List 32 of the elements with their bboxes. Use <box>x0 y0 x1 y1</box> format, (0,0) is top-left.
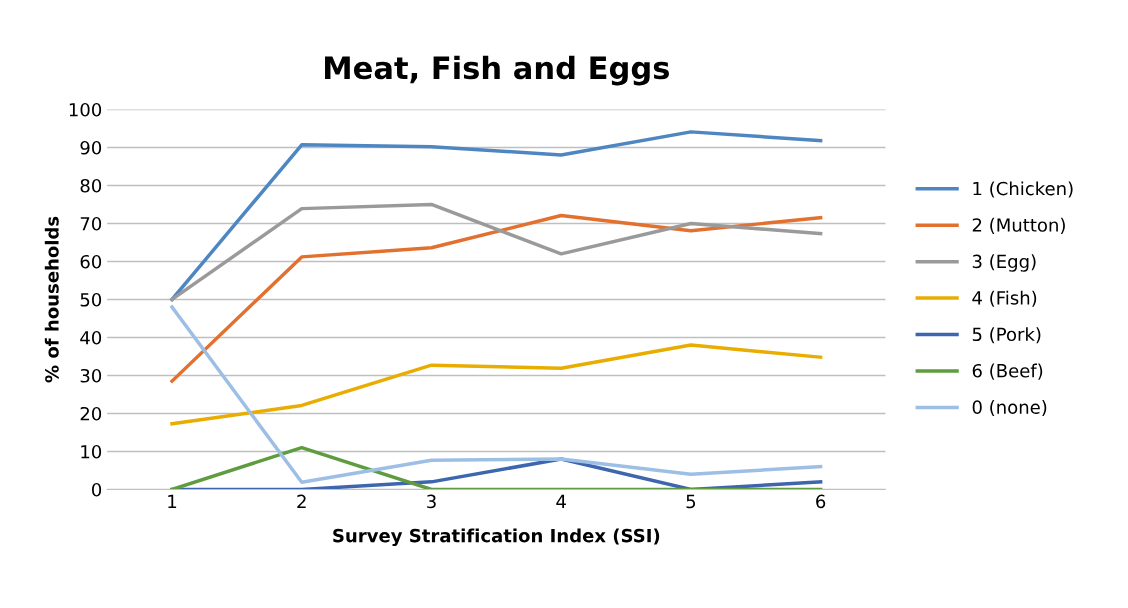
legend-label: 2 (Mutton) <box>972 217 1065 234</box>
legend-label: 1 (Chicken) <box>973 181 1073 198</box>
y-tick-label: 20 <box>80 406 102 421</box>
y-tick-label: 70 <box>80 216 102 231</box>
x-tick-label: 2 <box>297 494 306 509</box>
legend-label: 3 (Egg) <box>972 254 1036 272</box>
line-series <box>170 343 823 426</box>
legend-label: 6 (Beef) <box>972 363 1043 380</box>
line-series <box>170 202 823 302</box>
y-tick-label: 0 <box>92 482 102 497</box>
legend-label: 5 (Pork) <box>972 327 1041 344</box>
x-tick-label: 4 <box>556 494 566 509</box>
y-tick-label: 30 <box>80 368 102 383</box>
y-tick-label: 90 <box>80 140 102 155</box>
y-tick-label: 50 <box>80 292 102 307</box>
y-tick-label: 60 <box>80 254 102 269</box>
legend-label: 0 (none) <box>972 400 1047 417</box>
x-tick-label: 6 <box>816 494 826 509</box>
y-tick-label: 100 <box>69 102 102 117</box>
y-axis-title: % of households <box>44 216 59 383</box>
legend-label: 4 (Fish) <box>972 290 1037 307</box>
x-tick-label: 3 <box>427 494 436 509</box>
x-axis-title: Survey Stratification Index (SSI) <box>333 528 660 547</box>
x-tick-label: 5 <box>686 494 696 509</box>
line-series <box>170 213 823 383</box>
chart-title: Meat, Fish and Eggs <box>325 55 669 86</box>
y-tick-label: 80 <box>80 178 102 193</box>
y-tick-label: 10 <box>81 444 102 459</box>
y-tick-label: 40 <box>80 330 102 345</box>
line-series <box>170 305 823 484</box>
x-tick-label: 1 <box>168 494 177 509</box>
line-series <box>170 130 823 302</box>
